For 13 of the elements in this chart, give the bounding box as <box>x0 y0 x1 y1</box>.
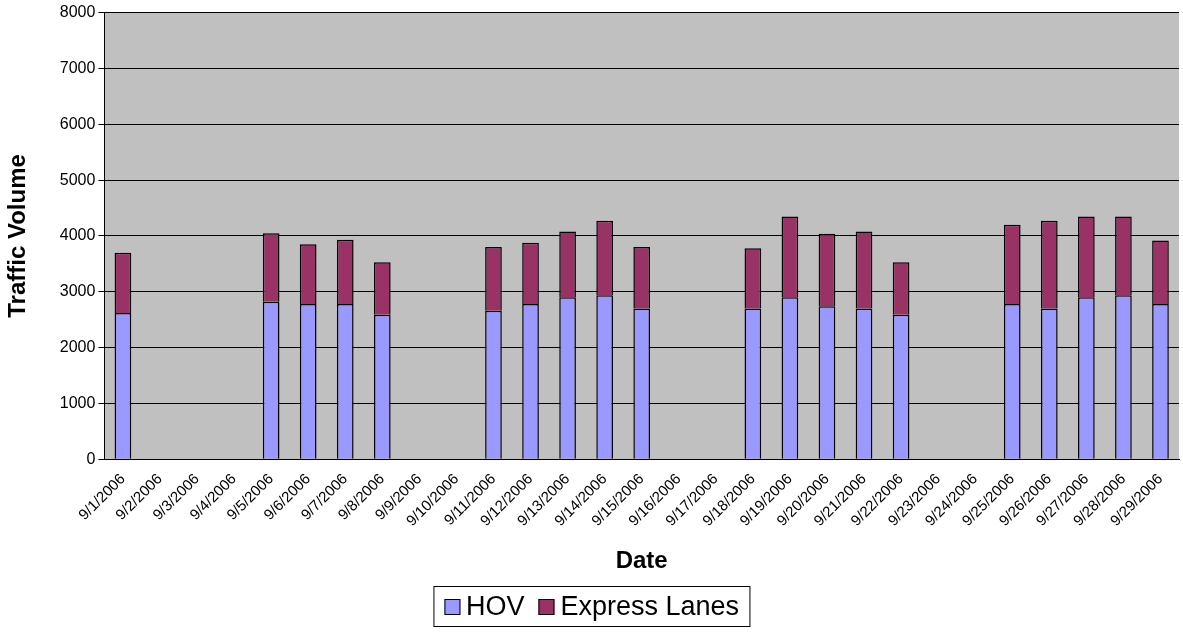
y-tick-label: 8000 <box>59 3 96 21</box>
x-axis-title: Date <box>615 546 668 574</box>
y-tick-label: 3000 <box>59 282 96 300</box>
y-axis-title: Traffic Volume <box>3 154 31 318</box>
legend-label: HOV <box>465 591 525 622</box>
y-tick-label: 7000 <box>59 58 96 76</box>
y-tick-label: 4000 <box>59 226 96 244</box>
y-tick-label: 6000 <box>59 114 96 132</box>
y-tick-label: 1000 <box>59 393 96 411</box>
legend-label: Express Lanes <box>560 591 740 622</box>
y-tick-label: 5000 <box>59 170 96 188</box>
y-tick-label: 0 <box>86 449 96 467</box>
y-tick-label: 2000 <box>59 338 96 356</box>
